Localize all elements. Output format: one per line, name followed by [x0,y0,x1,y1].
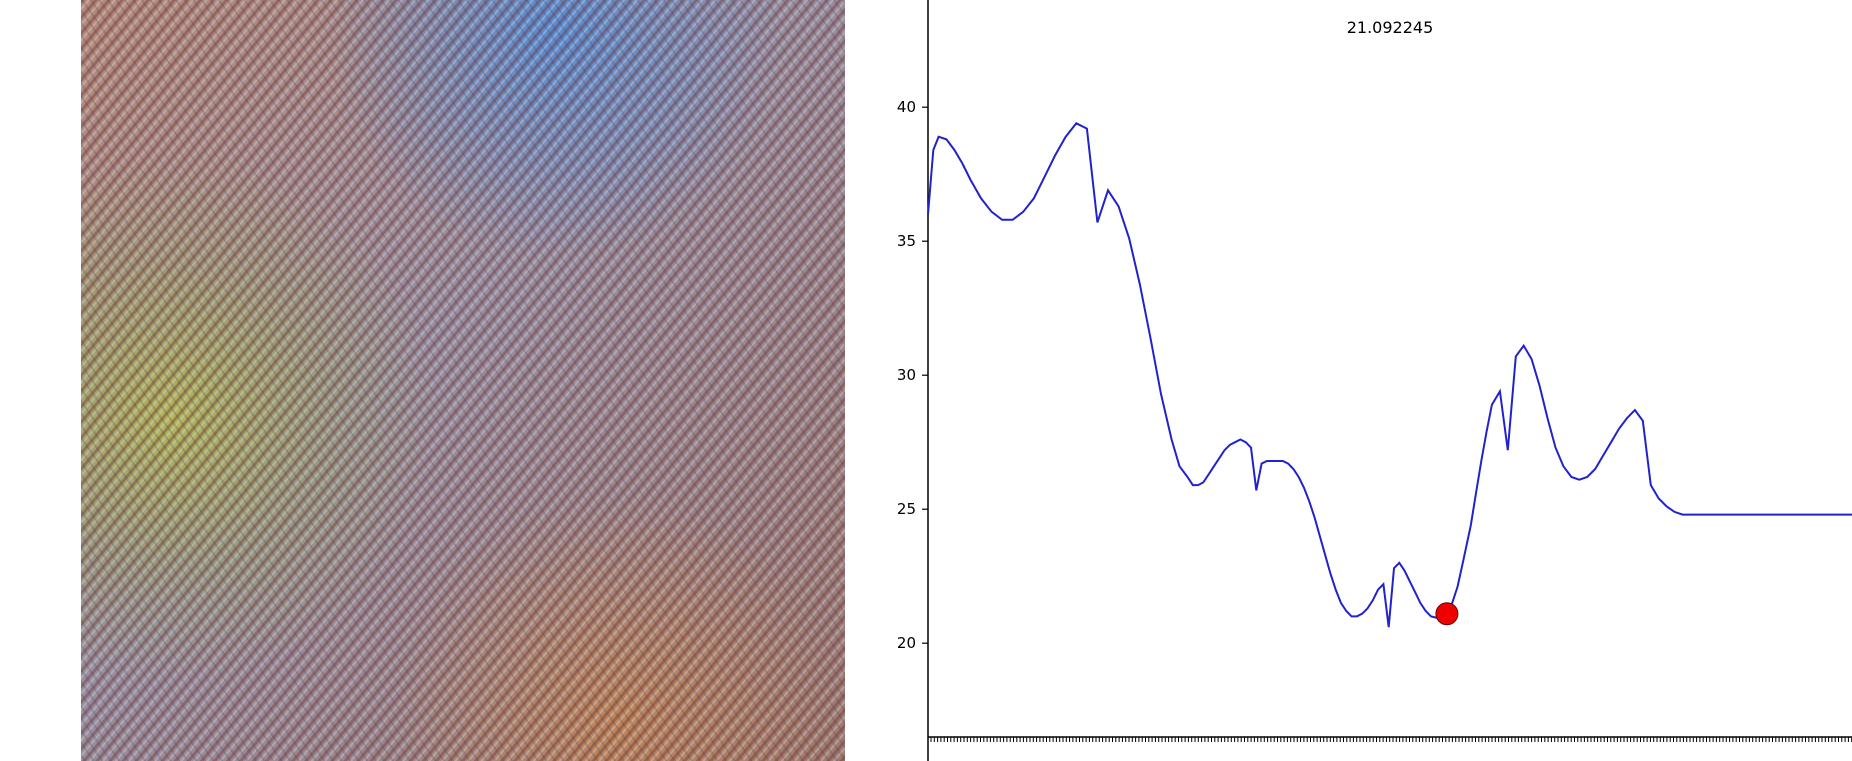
y-tick-label: 25 [897,500,916,518]
value-label: 21.092245 [1347,18,1434,37]
texture-image [81,0,845,761]
y-tick-label: 30 [897,366,916,384]
series-line [927,122,1852,628]
x-axis-minor-ticks [930,737,1852,742]
chart-svg: 21.092245 20 25 30 35 40 [897,0,1852,761]
y-tick-label: 40 [897,98,916,116]
y-tick-label: 35 [897,232,916,250]
line-chart: 21.092245 20 25 30 35 40 [845,0,1852,761]
current-point-marker [1435,602,1459,626]
y-axis-ticks: 20 25 30 35 40 [897,98,928,652]
texture-image-svg [81,0,845,761]
y-tick-label: 20 [897,634,916,652]
